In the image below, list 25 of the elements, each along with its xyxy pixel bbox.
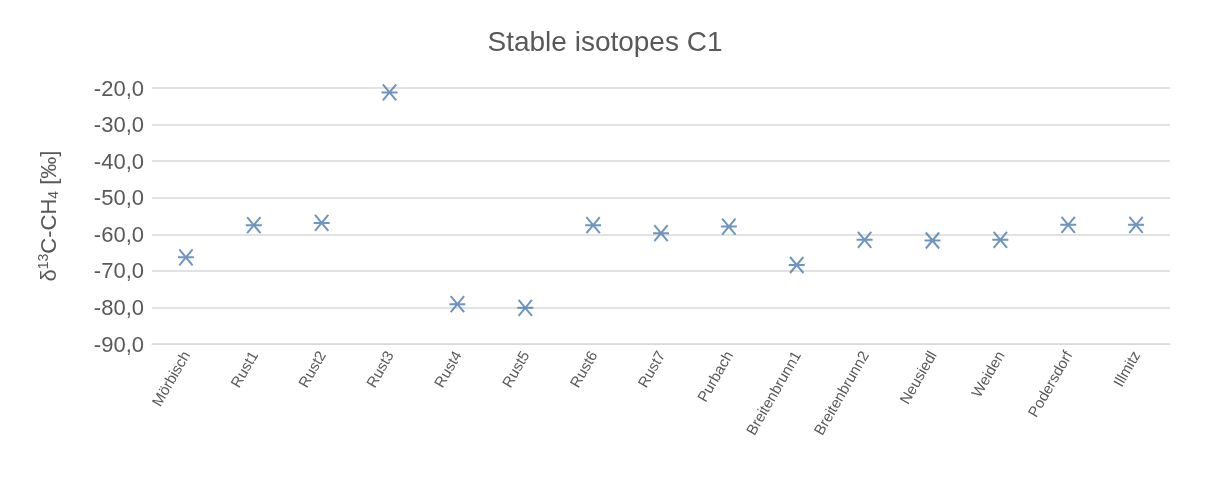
point bbox=[923, 231, 942, 250]
point bbox=[448, 295, 467, 314]
y-tick-label: -80,0 bbox=[93, 294, 144, 320]
point bbox=[244, 216, 263, 235]
point bbox=[312, 213, 331, 232]
chart-title: Stable isotopes C1 bbox=[487, 25, 723, 57]
y-tick-label: -60,0 bbox=[93, 221, 144, 247]
y-axis-title: δ13C-CH4 [‰] bbox=[35, 150, 61, 282]
point bbox=[719, 217, 738, 236]
point bbox=[516, 298, 535, 317]
y-tick-label: -70,0 bbox=[93, 258, 144, 284]
point bbox=[652, 224, 670, 243]
y-tick-label: -40,0 bbox=[93, 148, 144, 174]
point bbox=[991, 230, 1010, 249]
point bbox=[787, 256, 806, 275]
point bbox=[380, 83, 399, 102]
y-tick-label: -20,0 bbox=[93, 75, 144, 101]
point bbox=[176, 248, 195, 267]
point bbox=[1127, 215, 1146, 234]
point bbox=[584, 216, 603, 235]
point bbox=[855, 230, 874, 249]
y-tick-label: -90,0 bbox=[93, 331, 144, 357]
y-tick-label: -30,0 bbox=[93, 112, 144, 138]
point bbox=[1059, 215, 1078, 234]
y-tick-label: -50,0 bbox=[93, 185, 144, 211]
